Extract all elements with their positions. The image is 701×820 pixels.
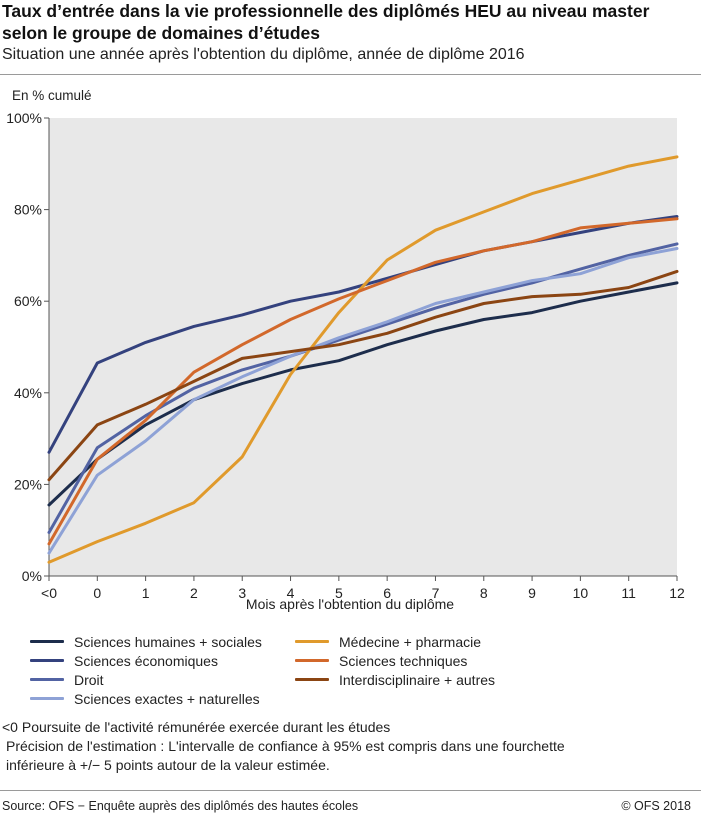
legend-label: Droit — [74, 671, 104, 688]
x-tick-label: 12 — [669, 585, 685, 601]
chart-subtitle: Situation une année après l'obtention du… — [2, 46, 525, 63]
legend-label: Sciences techniques — [339, 652, 468, 669]
note-line-2: Précision de l'estimation : L'intervalle… — [6, 738, 565, 754]
note-line-1: <0 Poursuite de l'activité rémunérée exe… — [2, 719, 391, 735]
series-line-1 — [47, 281, 679, 507]
legend-swatch — [295, 640, 329, 643]
legend-label: Sciences économiques — [74, 652, 218, 669]
x-tick-label: 10 — [573, 585, 589, 601]
x-tick-label: 2 — [190, 585, 198, 601]
note-line-3: inférieure à +/− 5 points autour de la v… — [6, 757, 330, 773]
y-tick-label: 20% — [14, 476, 42, 492]
y-tick-label: 80% — [14, 202, 42, 218]
legend-item: Droit — [30, 670, 104, 689]
x-tick-label: 11 — [621, 585, 636, 601]
x-tick-label: 3 — [238, 585, 246, 601]
y-axis-unit-label: En % cumulé — [12, 88, 92, 103]
x-tick-label: 5 — [335, 585, 343, 601]
legend-swatch — [295, 659, 329, 662]
legend-item: Interdisciplinaire + autres — [295, 670, 495, 689]
series-line-7 — [47, 269, 679, 482]
x-tick-label: 9 — [528, 585, 536, 601]
legend-swatch — [30, 678, 64, 681]
legend-item: Médecine + pharmacie — [295, 632, 481, 651]
legend-item: Sciences techniques — [295, 651, 467, 670]
y-tick-label: 60% — [14, 293, 42, 309]
series-line-5 — [47, 155, 679, 564]
legend-label: Interdisciplinaire + autres — [339, 671, 496, 688]
chart-title: Taux d’entrée dans la vie professionnell… — [2, 1, 650, 43]
top-divider — [0, 74, 701, 75]
y-tick-label: 100% — [6, 110, 42, 126]
chart-legend: Sciences humaines + sociales Sciences éco… — [30, 632, 690, 710]
x-tick-label: 4 — [287, 585, 295, 601]
legend-item: Sciences économiques — [30, 651, 218, 670]
x-tick-label: 7 — [432, 585, 440, 601]
source-note: Source: OFS − Enquête auprès des diplômé… — [2, 799, 359, 813]
legend-label: Médecine + pharmacie — [339, 633, 482, 650]
line-chart: 0%20%40%60%80%100%<0 0 1 2 3 4 5 6 7 8 9 10 11 12 — [6, 110, 685, 601]
series-line-4 — [47, 247, 679, 555]
legend-item: Sciences humaines + sociales — [30, 632, 262, 651]
x-axis-title: Mois après l'obtention du diplôme — [245, 596, 455, 612]
legend-swatch — [30, 697, 64, 700]
x-tick-label: 8 — [480, 585, 488, 601]
x-tick-label: 1 — [142, 585, 150, 601]
x-tick-label: <0 — [41, 585, 57, 601]
legend-label: Sciences humaines + sociales — [74, 633, 262, 650]
copyright-note: © OFS 2018 — [621, 799, 691, 813]
legend-label: Sciences exactes + naturelles — [74, 690, 260, 707]
y-tick-label: 0% — [22, 568, 42, 584]
x-tick-label: 6 — [383, 585, 391, 601]
plot-area — [49, 118, 677, 576]
series-line-6 — [47, 217, 679, 546]
bottom-divider — [0, 790, 701, 791]
legend-swatch — [30, 659, 64, 662]
legend-swatch — [30, 640, 64, 643]
legend-swatch — [295, 678, 329, 681]
y-tick-label: 40% — [14, 385, 42, 401]
legend-item: Sciences exactes + naturelles — [30, 689, 260, 708]
x-tick-label: 0 — [93, 585, 101, 601]
